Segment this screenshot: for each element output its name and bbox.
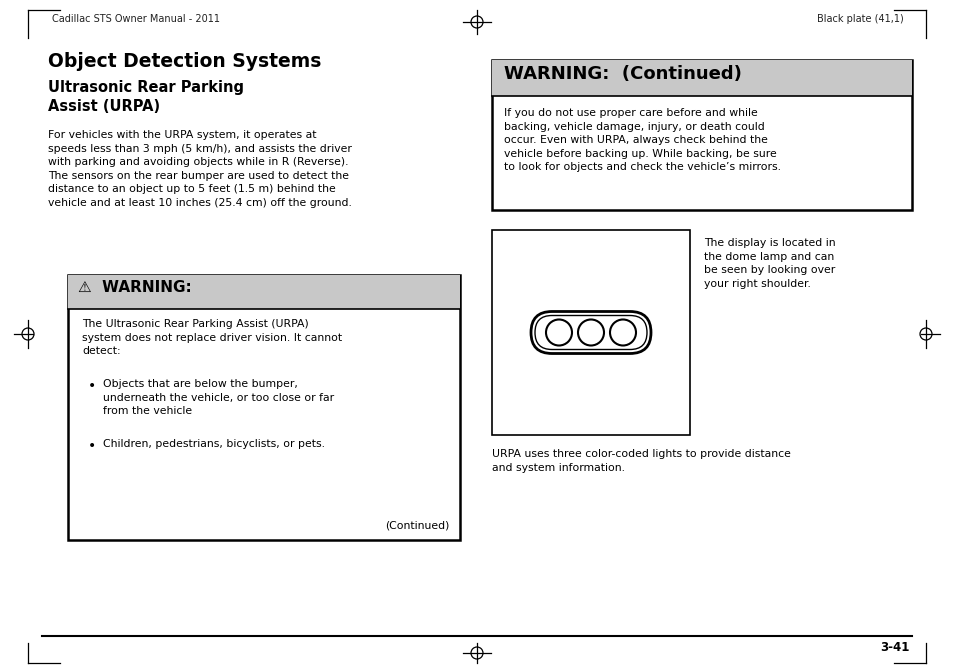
Text: WARNING:  (Continued): WARNING: (Continued) bbox=[503, 65, 741, 83]
Text: The Ultrasonic Rear Parking Assist (URPA)
system does not replace driver vision.: The Ultrasonic Rear Parking Assist (URPA… bbox=[82, 319, 342, 356]
Bar bbox=[492, 230, 689, 435]
Text: The display is located in
the dome lamp and can
be seen by looking over
your rig: The display is located in the dome lamp … bbox=[703, 238, 835, 289]
Text: ⚠  WARNING:: ⚠ WARNING: bbox=[78, 280, 192, 295]
Bar bbox=[492, 60, 911, 96]
Text: Cadillac STS Owner Manual - 2011: Cadillac STS Owner Manual - 2011 bbox=[52, 14, 220, 24]
Text: Ultrasonic Rear Parking
Assist (URPA): Ultrasonic Rear Parking Assist (URPA) bbox=[48, 80, 244, 114]
Text: (Continued): (Continued) bbox=[385, 520, 450, 530]
Text: 3-41: 3-41 bbox=[880, 641, 909, 654]
Bar bbox=[68, 275, 459, 309]
FancyBboxPatch shape bbox=[535, 315, 646, 349]
Bar bbox=[68, 275, 459, 540]
Text: •: • bbox=[88, 439, 96, 453]
Text: Children, pedestrians, bicyclists, or pets.: Children, pedestrians, bicyclists, or pe… bbox=[103, 439, 325, 449]
Text: For vehicles with the URPA system, it operates at
speeds less than 3 mph (5 km/h: For vehicles with the URPA system, it op… bbox=[48, 130, 352, 208]
Text: Object Detection Systems: Object Detection Systems bbox=[48, 52, 321, 71]
Text: •: • bbox=[88, 379, 96, 393]
Bar bbox=[492, 60, 911, 210]
Text: Objects that are below the bumper,
underneath the vehicle, or too close or far
f: Objects that are below the bumper, under… bbox=[103, 379, 334, 416]
FancyBboxPatch shape bbox=[531, 311, 650, 353]
Text: Black plate (41,1): Black plate (41,1) bbox=[817, 14, 903, 24]
Text: URPA uses three color-coded lights to provide distance
and system information.: URPA uses three color-coded lights to pr… bbox=[492, 449, 790, 472]
Text: If you do not use proper care before and while
backing, vehicle damage, injury, : If you do not use proper care before and… bbox=[503, 108, 781, 172]
